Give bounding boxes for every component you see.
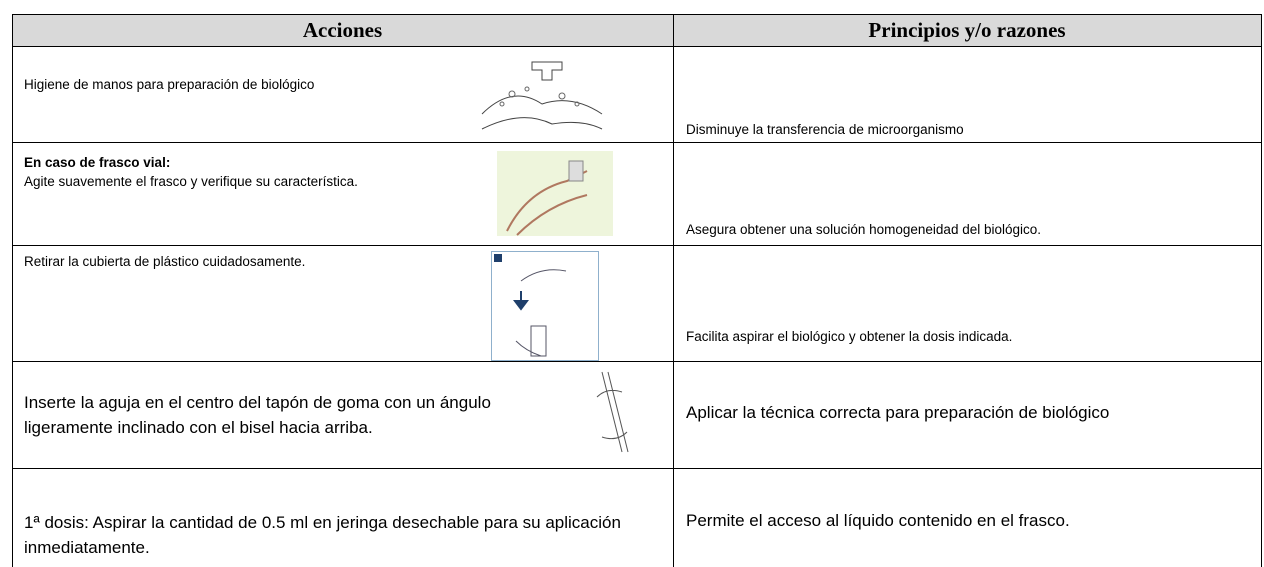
rule <box>12 468 1262 469</box>
column-header: Principios y/o razones <box>868 18 1066 42</box>
cap-removal-illustration <box>491 251 599 361</box>
column-header: Acciones <box>302 18 383 42</box>
principle: Facilita aspirar el biológico y obtener … <box>686 329 1013 344</box>
vial-illustration <box>497 151 613 236</box>
rule <box>12 142 1262 143</box>
principle: Aplicar la técnica correcta para prepara… <box>686 403 1110 422</box>
principle: Asegura obtener una solución homogeneida… <box>686 222 1042 237</box>
rule <box>12 245 1262 246</box>
action: Agite suavemente el frasco y verifique s… <box>24 174 358 189</box>
rule <box>12 46 1262 47</box>
header-bg <box>12 14 1262 46</box>
syringe-illustration <box>596 371 629 453</box>
rule <box>12 361 1262 362</box>
action-heading: En caso de frasco vial: <box>24 155 171 170</box>
handwash-illustration <box>481 61 603 130</box>
action: Inserte la aguja en el centro del tapón … <box>24 393 491 437</box>
action: 1ª dosis: Aspirar la cantidad de 0.5 ml … <box>24 513 621 557</box>
rule <box>12 14 13 567</box>
action: Higiene de manos para preparación de bio… <box>24 77 315 92</box>
principle: Permite el acceso al líquido contenido e… <box>686 511 1070 530</box>
principle: Disminuye la transferencia de microorgan… <box>686 122 964 137</box>
rule <box>12 14 1262 15</box>
rule <box>1261 14 1262 567</box>
action: Retirar la cubierta de plástico cuidados… <box>24 254 306 269</box>
rule <box>673 14 674 567</box>
